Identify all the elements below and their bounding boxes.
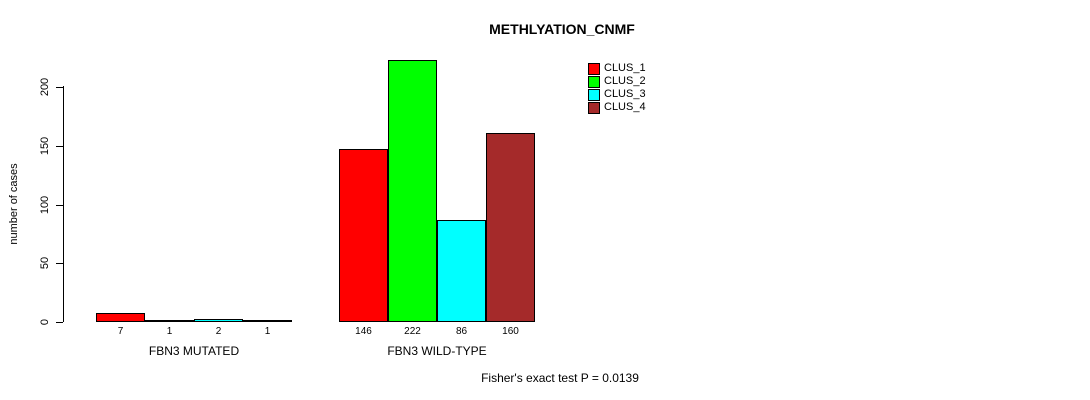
y-axis-tick <box>56 205 63 206</box>
y-axis-tick-label: 100 <box>39 195 51 215</box>
chart-title: METHLYATION_CNMF <box>489 21 635 37</box>
y-axis-tick-label: 150 <box>39 136 51 156</box>
bar-clus_3-mutated <box>194 319 243 322</box>
y-axis-tick-label: 200 <box>39 77 51 97</box>
legend-item-clus_3: CLUS_3 <box>588 88 646 101</box>
y-axis-label: number of cases <box>8 163 20 245</box>
bar-clus_1-mutated <box>96 313 145 322</box>
bar-value-label: 7 <box>117 326 124 337</box>
legend-swatch-icon <box>588 88 600 101</box>
y-axis-tick <box>56 322 63 323</box>
legend-label: CLUS_2 <box>604 75 646 87</box>
legend-item-clus_2: CLUS_2 <box>588 75 646 88</box>
bar-clus_2-mutated <box>145 320 194 322</box>
bar-value-label: 146 <box>355 326 372 337</box>
y-axis-tick-label: 50 <box>39 256 51 270</box>
annotation-fisher-test: Fisher's exact test P = 0.0139 <box>481 371 639 385</box>
bar-clus_1-wildtype <box>339 149 388 322</box>
legend-label: CLUS_1 <box>604 62 646 74</box>
bar-clus_4-mutated <box>243 320 292 322</box>
bar-value-label: 86 <box>455 326 468 337</box>
legend-item-clus_4: CLUS_4 <box>588 101 646 114</box>
x-group-label: FBN3 MUTATED <box>148 344 240 358</box>
legend-swatch-icon <box>588 62 600 75</box>
y-axis-tick-label: 0 <box>39 318 51 326</box>
legend-swatch-icon <box>588 75 600 88</box>
bar-value-label: 2 <box>215 326 222 337</box>
legend-swatch-icon <box>588 101 600 114</box>
y-axis-line <box>63 86 64 322</box>
y-axis-tick <box>56 146 63 147</box>
y-axis-tick <box>56 87 63 88</box>
bar-value-label: 222 <box>404 326 421 337</box>
bar-clus_2-wildtype <box>388 60 437 322</box>
bar-value-label: 1 <box>264 326 271 337</box>
bar-value-label: 160 <box>502 326 519 337</box>
x-group-label: FBN3 WILD-TYPE <box>387 344 487 358</box>
bar-clus_4-wildtype <box>486 133 535 322</box>
bar-value-label: 1 <box>166 326 173 337</box>
legend-item-clus_1: CLUS_1 <box>588 62 646 75</box>
legend-label: CLUS_4 <box>604 101 646 113</box>
legend-label: CLUS_3 <box>604 88 646 100</box>
y-axis-tick <box>56 263 63 264</box>
bar-clus_3-wildtype <box>437 220 486 322</box>
legend: CLUS_1 CLUS_2 CLUS_3 CLUS_4 <box>588 62 646 114</box>
